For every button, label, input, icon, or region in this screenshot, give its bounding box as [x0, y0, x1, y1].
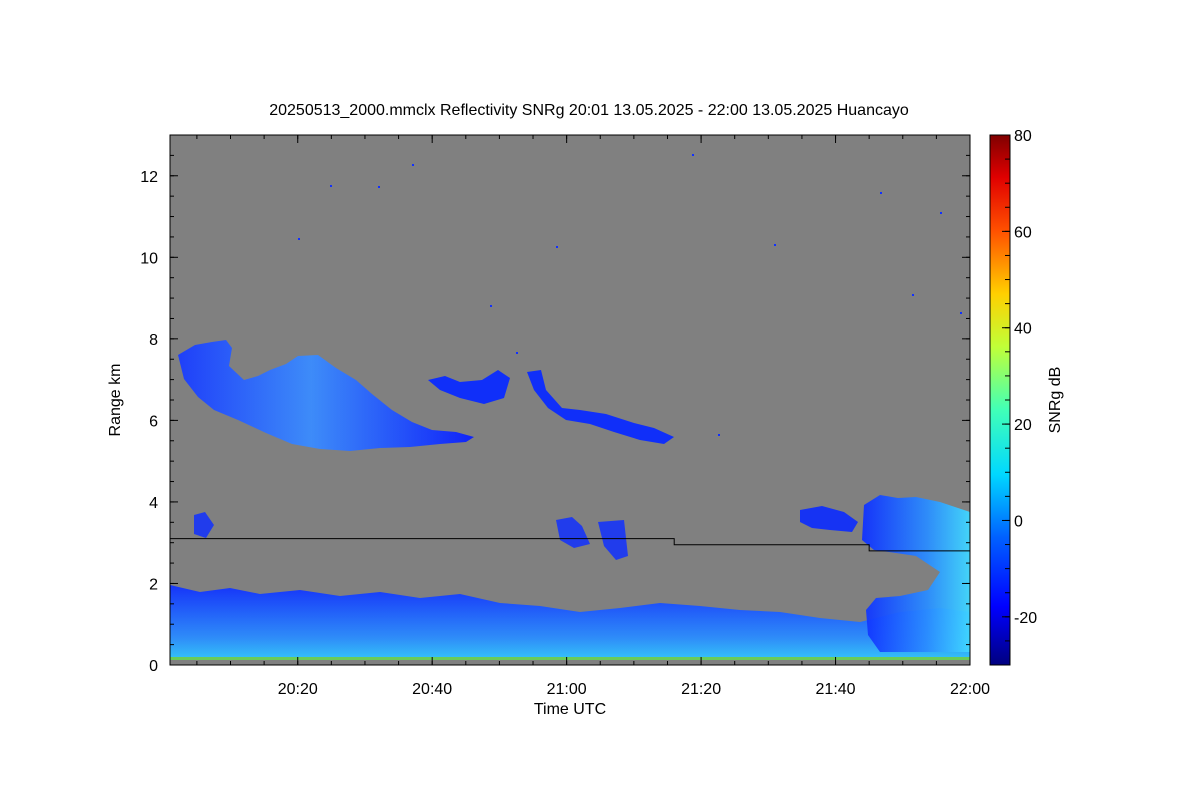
colorbar-tick-label: -20: [1014, 610, 1037, 627]
colorbar-tick-label: 20: [1014, 417, 1032, 434]
y-tick-label: 6: [149, 413, 158, 430]
echo-thin-layer: [428, 370, 510, 404]
x-axis: 20:20 20:40 21:00 21:20 21:40 22:00: [196, 135, 990, 698]
echo-convective: [862, 495, 970, 652]
colorbar-label: SNRg dB: [1047, 367, 1064, 434]
colorbar-tick-label: 0: [1014, 513, 1023, 530]
x-tick-label: 21:40: [816, 681, 856, 698]
colorbar-tick-label: 60: [1014, 224, 1032, 241]
x-tick-label: 21:00: [547, 681, 587, 698]
colorbar-axis: -20 0 20 40 60 80: [1002, 128, 1037, 666]
x-tick-label: 22:00: [950, 681, 990, 698]
colorbar-tick-label: 40: [1014, 321, 1032, 338]
echo-convective-fragment: [800, 506, 858, 532]
y-tick-label: 2: [149, 576, 158, 593]
x-tick-label: 20:40: [412, 681, 452, 698]
y-tick-label: 0: [149, 658, 158, 675]
x-axis-label: Time UTC: [534, 701, 606, 718]
echo-thin-layer-2: [527, 370, 674, 444]
y-axis: 0 2 4 6 8 10 12: [140, 134, 970, 675]
y-tick-label: 4: [149, 495, 158, 512]
y-tick-label: 10: [140, 250, 158, 267]
echo-boundary-layer: [170, 585, 970, 660]
y-tick-label: 12: [140, 169, 158, 186]
colorbar-tick-label: 80: [1014, 128, 1032, 145]
echo-cirrus-layer: [178, 340, 474, 451]
x-tick-label: 20:20: [278, 681, 318, 698]
reference-height-line: [170, 538, 970, 552]
y-axis-label: Range km: [107, 364, 124, 437]
echo-surface-band: [170, 657, 970, 660]
chart-title: 20250513_2000.mmclx Reflectivity SNRg 20…: [269, 102, 909, 119]
y-tick-label: 8: [149, 332, 158, 349]
x-tick-label: 21:20: [681, 681, 721, 698]
